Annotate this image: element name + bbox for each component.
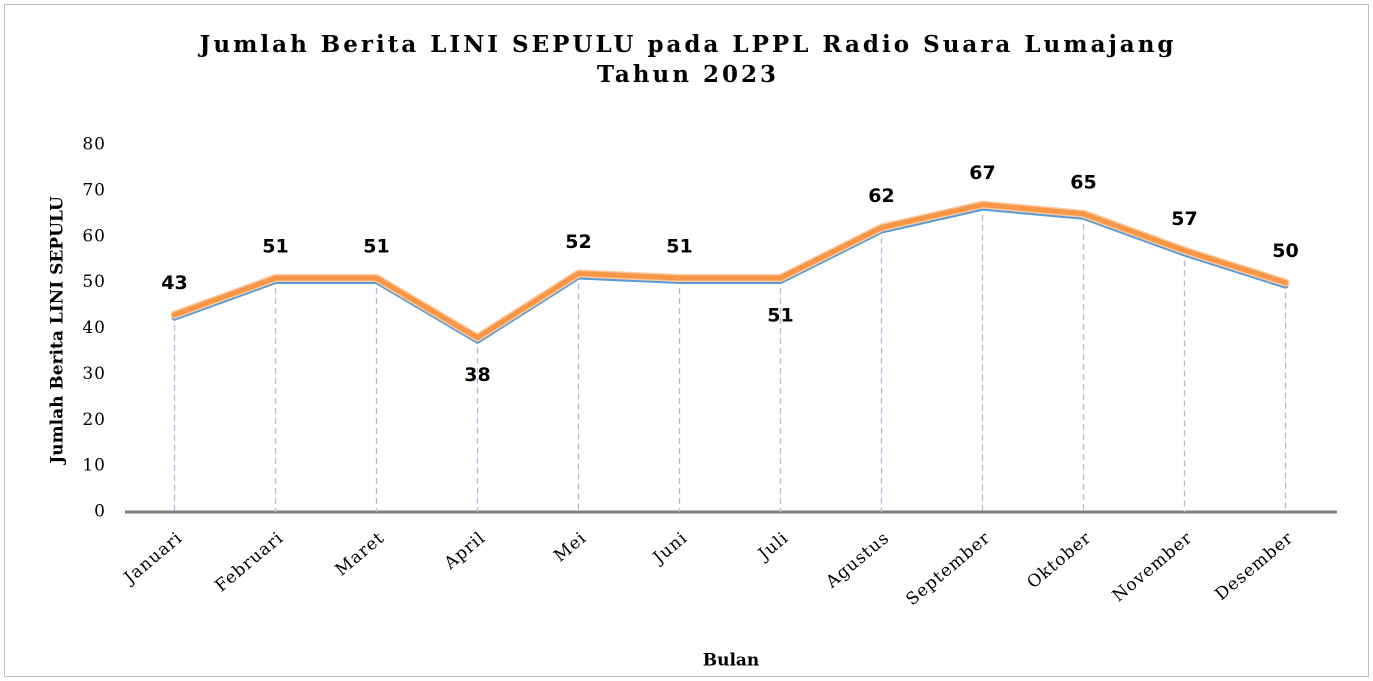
y-tick-label: 0	[94, 502, 106, 522]
data-label: 52	[565, 231, 591, 253]
y-tick-label: 40	[82, 318, 106, 338]
y-tick-label: 80	[82, 135, 106, 155]
x-axis-label: Bulan	[703, 651, 760, 671]
y-tick-label: 60	[82, 226, 106, 246]
chart-border	[4, 4, 1369, 677]
y-tick-label: 30	[82, 364, 106, 384]
data-label: 43	[161, 272, 187, 294]
y-tick-label: 70	[82, 180, 106, 200]
chart-subtitle: Tahun 2023	[597, 61, 779, 88]
data-label: 51	[262, 236, 288, 258]
data-label: 62	[868, 185, 894, 207]
y-tick-label: 10	[82, 456, 106, 476]
data-label: 65	[1070, 171, 1096, 193]
y-axis-label: Jumlah Berita LINI SEPULU	[48, 196, 68, 466]
data-label: 51	[363, 236, 389, 258]
data-label: 38	[464, 364, 490, 386]
line	[172, 202, 1288, 341]
data-label: 51	[666, 236, 692, 258]
data-label: 50	[1272, 240, 1298, 262]
data-label: 57	[1171, 208, 1197, 230]
chart-title: Jumlah Berita LINI SEPULU pada LPPL Radi…	[197, 31, 1176, 58]
y-tick-label: 50	[82, 272, 106, 292]
data-label: 67	[969, 162, 995, 184]
data-label: 51	[767, 305, 793, 327]
y-tick-label: 20	[82, 410, 106, 430]
